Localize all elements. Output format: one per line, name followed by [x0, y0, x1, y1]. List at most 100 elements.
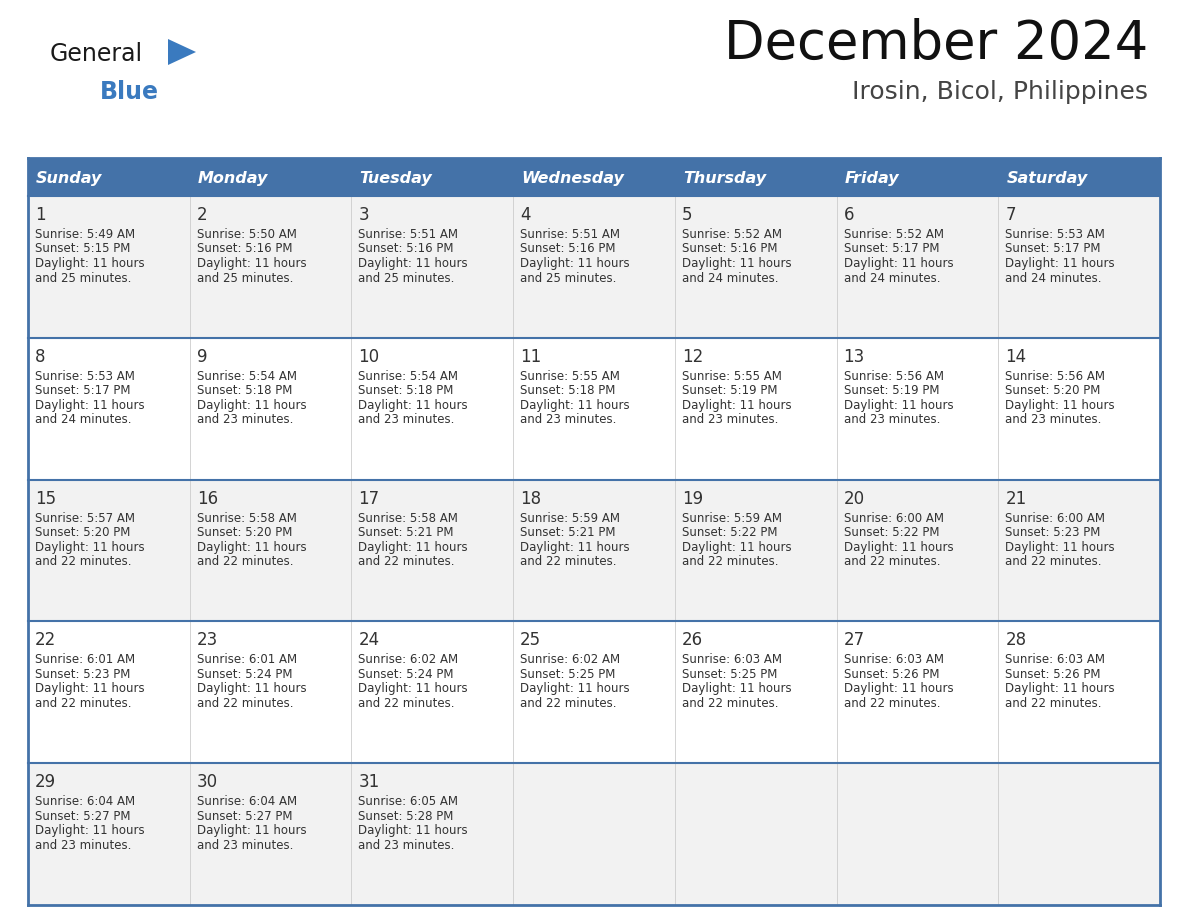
Text: and 23 minutes.: and 23 minutes.	[359, 839, 455, 852]
Text: and 22 minutes.: and 22 minutes.	[682, 555, 778, 568]
Text: Sunset: 5:26 PM: Sunset: 5:26 PM	[1005, 668, 1101, 681]
Text: Daylight: 11 hours: Daylight: 11 hours	[843, 682, 953, 696]
Text: and 24 minutes.: and 24 minutes.	[682, 272, 778, 285]
Text: and 23 minutes.: and 23 minutes.	[1005, 413, 1101, 426]
Text: Irosin, Bicol, Philippines: Irosin, Bicol, Philippines	[852, 80, 1148, 104]
Text: Daylight: 11 hours: Daylight: 11 hours	[34, 541, 145, 554]
Text: Sunset: 5:25 PM: Sunset: 5:25 PM	[520, 668, 615, 681]
Text: Sunrise: 5:59 AM: Sunrise: 5:59 AM	[520, 511, 620, 524]
Text: Sunset: 5:27 PM: Sunset: 5:27 PM	[197, 810, 292, 823]
Text: Daylight: 11 hours: Daylight: 11 hours	[34, 824, 145, 837]
Text: Sunset: 5:24 PM: Sunset: 5:24 PM	[197, 668, 292, 681]
Text: 27: 27	[843, 632, 865, 649]
Text: 14: 14	[1005, 348, 1026, 365]
Text: 23: 23	[197, 632, 217, 649]
Text: Sunset: 5:16 PM: Sunset: 5:16 PM	[520, 242, 615, 255]
Text: Sunrise: 5:58 AM: Sunrise: 5:58 AM	[359, 511, 459, 524]
Text: Sunset: 5:18 PM: Sunset: 5:18 PM	[197, 385, 292, 397]
Text: 6: 6	[843, 206, 854, 224]
Text: Sunrise: 5:57 AM: Sunrise: 5:57 AM	[34, 511, 135, 524]
Text: Sunset: 5:21 PM: Sunset: 5:21 PM	[359, 526, 454, 539]
Text: and 22 minutes.: and 22 minutes.	[197, 697, 293, 710]
Text: Sunrise: 5:53 AM: Sunrise: 5:53 AM	[1005, 228, 1105, 241]
Text: Daylight: 11 hours: Daylight: 11 hours	[843, 257, 953, 270]
Bar	[29, 338, 1159, 479]
Text: Sunrise: 5:50 AM: Sunrise: 5:50 AM	[197, 228, 297, 241]
Text: Daylight: 11 hours: Daylight: 11 hours	[843, 398, 953, 412]
Text: Sunrise: 5:55 AM: Sunrise: 5:55 AM	[682, 370, 782, 383]
Text: Sunset: 5:25 PM: Sunset: 5:25 PM	[682, 668, 777, 681]
Text: Daylight: 11 hours: Daylight: 11 hours	[843, 541, 953, 554]
Text: Sunrise: 5:51 AM: Sunrise: 5:51 AM	[359, 228, 459, 241]
Text: 20: 20	[843, 489, 865, 508]
Text: and 25 minutes.: and 25 minutes.	[34, 272, 132, 285]
Text: Daylight: 11 hours: Daylight: 11 hours	[197, 541, 307, 554]
Text: and 23 minutes.: and 23 minutes.	[197, 413, 293, 426]
Text: Sunset: 5:22 PM: Sunset: 5:22 PM	[682, 526, 777, 539]
Text: and 22 minutes.: and 22 minutes.	[34, 697, 132, 710]
Text: 2: 2	[197, 206, 208, 224]
Text: Blue: Blue	[100, 80, 159, 104]
Text: 11: 11	[520, 348, 542, 365]
Bar	[29, 621, 1159, 763]
Text: Sunrise: 6:03 AM: Sunrise: 6:03 AM	[843, 654, 943, 666]
Text: December 2024: December 2024	[723, 18, 1148, 70]
Text: Sunset: 5:20 PM: Sunset: 5:20 PM	[1005, 385, 1100, 397]
Text: Sunrise: 5:53 AM: Sunrise: 5:53 AM	[34, 370, 135, 383]
Text: 3: 3	[359, 206, 369, 224]
Text: 30: 30	[197, 773, 217, 791]
Text: Sunrise: 5:54 AM: Sunrise: 5:54 AM	[197, 370, 297, 383]
Text: Sunset: 5:16 PM: Sunset: 5:16 PM	[359, 242, 454, 255]
Text: Daylight: 11 hours: Daylight: 11 hours	[197, 398, 307, 412]
Text: Sunset: 5:17 PM: Sunset: 5:17 PM	[34, 385, 131, 397]
Text: 18: 18	[520, 489, 542, 508]
Text: Sunrise: 5:52 AM: Sunrise: 5:52 AM	[682, 228, 782, 241]
Text: Daylight: 11 hours: Daylight: 11 hours	[520, 398, 630, 412]
Text: Sunrise: 5:59 AM: Sunrise: 5:59 AM	[682, 511, 782, 524]
Text: Sunset: 5:23 PM: Sunset: 5:23 PM	[34, 668, 131, 681]
Text: Sunset: 5:17 PM: Sunset: 5:17 PM	[843, 242, 939, 255]
Text: Sunrise: 6:03 AM: Sunrise: 6:03 AM	[682, 654, 782, 666]
Text: Daylight: 11 hours: Daylight: 11 hours	[520, 257, 630, 270]
Text: Sunset: 5:22 PM: Sunset: 5:22 PM	[843, 526, 939, 539]
Text: Sunset: 5:16 PM: Sunset: 5:16 PM	[682, 242, 777, 255]
Text: and 25 minutes.: and 25 minutes.	[359, 272, 455, 285]
Text: Tuesday: Tuesday	[360, 171, 432, 185]
Text: Sunrise: 6:00 AM: Sunrise: 6:00 AM	[1005, 511, 1105, 524]
Text: Daylight: 11 hours: Daylight: 11 hours	[197, 257, 307, 270]
Text: and 22 minutes.: and 22 minutes.	[520, 697, 617, 710]
Text: Sunrise: 6:03 AM: Sunrise: 6:03 AM	[1005, 654, 1105, 666]
Text: 22: 22	[34, 632, 56, 649]
Text: Daylight: 11 hours: Daylight: 11 hours	[682, 398, 791, 412]
Text: 19: 19	[682, 489, 703, 508]
Bar	[29, 196, 1159, 338]
Text: Sunset: 5:28 PM: Sunset: 5:28 PM	[359, 810, 454, 823]
Text: and 22 minutes.: and 22 minutes.	[682, 697, 778, 710]
Text: and 25 minutes.: and 25 minutes.	[197, 272, 293, 285]
Text: Sunrise: 5:49 AM: Sunrise: 5:49 AM	[34, 228, 135, 241]
Text: 13: 13	[843, 348, 865, 365]
Text: Sunrise: 6:02 AM: Sunrise: 6:02 AM	[359, 654, 459, 666]
Text: and 23 minutes.: and 23 minutes.	[197, 839, 293, 852]
Text: Sunrise: 5:54 AM: Sunrise: 5:54 AM	[359, 370, 459, 383]
Text: Monday: Monday	[197, 171, 268, 185]
Text: and 23 minutes.: and 23 minutes.	[34, 839, 132, 852]
Text: Daylight: 11 hours: Daylight: 11 hours	[682, 257, 791, 270]
Text: 21: 21	[1005, 489, 1026, 508]
Text: Daylight: 11 hours: Daylight: 11 hours	[359, 682, 468, 696]
Text: Daylight: 11 hours: Daylight: 11 hours	[34, 257, 145, 270]
Text: Sunrise: 6:01 AM: Sunrise: 6:01 AM	[197, 654, 297, 666]
Text: and 24 minutes.: and 24 minutes.	[843, 272, 940, 285]
Bar	[29, 479, 1159, 621]
Text: Sunset: 5:24 PM: Sunset: 5:24 PM	[359, 668, 454, 681]
Text: Sunrise: 6:01 AM: Sunrise: 6:01 AM	[34, 654, 135, 666]
Text: Daylight: 11 hours: Daylight: 11 hours	[1005, 257, 1114, 270]
Text: Sunrise: 6:04 AM: Sunrise: 6:04 AM	[34, 795, 135, 808]
Text: Sunset: 5:19 PM: Sunset: 5:19 PM	[682, 385, 777, 397]
Text: Sunset: 5:23 PM: Sunset: 5:23 PM	[1005, 526, 1100, 539]
Text: Daylight: 11 hours: Daylight: 11 hours	[1005, 541, 1114, 554]
Text: Daylight: 11 hours: Daylight: 11 hours	[682, 682, 791, 696]
Text: Sunset: 5:18 PM: Sunset: 5:18 PM	[520, 385, 615, 397]
Text: Sunrise: 5:56 AM: Sunrise: 5:56 AM	[1005, 370, 1105, 383]
Text: Sunrise: 6:05 AM: Sunrise: 6:05 AM	[359, 795, 459, 808]
